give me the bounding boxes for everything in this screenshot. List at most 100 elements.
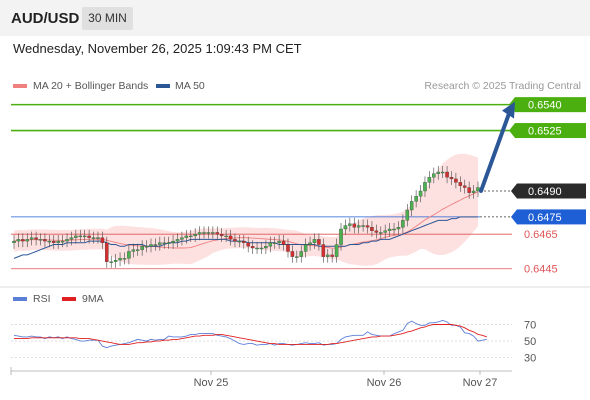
candle-body (401, 220, 405, 228)
level-label-2: 0.6490 (528, 186, 562, 198)
timeframe-button[interactable]: 30 MIN (82, 7, 133, 30)
candle-body (471, 190, 476, 193)
candle-body (118, 258, 122, 261)
rsi-level-label-30: 30 (524, 353, 536, 365)
candle-body (361, 225, 365, 227)
candle-body (370, 227, 374, 231)
candle-body (237, 240, 242, 243)
candle-body (12, 240, 16, 243)
candle-body (193, 234, 197, 237)
candle-body (268, 242, 273, 247)
level-label-1: 0.6525 (528, 126, 562, 138)
candle-body (162, 242, 166, 244)
ma20-legend-label: MA 20 + Bollinger Bands (33, 80, 149, 92)
candle-body (356, 225, 361, 228)
candle-body (352, 223, 357, 228)
candle-body (396, 227, 401, 230)
level-label-box-1 (515, 123, 586, 139)
candle-body (91, 237, 96, 239)
candle-body (25, 239, 30, 242)
x-tick-label-1: Nov 26 (367, 377, 402, 389)
candle-body (122, 258, 127, 260)
candle-body (339, 228, 343, 245)
candle-body (281, 240, 286, 245)
candle-body (202, 232, 206, 234)
candle-body (414, 196, 418, 202)
candle-body (272, 242, 277, 244)
candle-body (290, 251, 295, 257)
candle-body (312, 239, 317, 243)
candle-body (255, 247, 259, 250)
candle-body (184, 235, 189, 238)
symbol-label: AUD/USD (11, 10, 80, 27)
x-tick-label-2: Nov 27 (463, 377, 498, 389)
candle-body (149, 244, 153, 247)
candle-body (445, 171, 449, 178)
candle-body (387, 228, 392, 231)
forecast-arrow-shaft (479, 111, 511, 193)
candle-body (458, 182, 463, 186)
candle-body (87, 235, 91, 238)
candles-group (12, 165, 480, 268)
candle-body (131, 249, 136, 252)
candle-body (224, 235, 228, 238)
candle-body (219, 234, 224, 237)
rsi-level-label-50: 50 (524, 336, 536, 348)
candle-body (264, 246, 268, 249)
candle-body (374, 230, 379, 233)
candle-body (423, 182, 427, 192)
level-label-4: 0.6465 (524, 229, 558, 241)
candle-body (418, 190, 423, 197)
x-tick-label-0: Nov 25 (194, 377, 229, 389)
candle-body (462, 185, 467, 188)
candle-body (215, 232, 220, 235)
candle-body (246, 242, 250, 247)
candle-body (379, 232, 383, 234)
ma20-legend-swatch (13, 84, 27, 88)
candle-body (113, 259, 118, 262)
candle-body (189, 235, 193, 238)
credit-label: Research © 2025 Trading Central (424, 80, 581, 92)
candle-body (383, 230, 387, 233)
candle-body (105, 242, 109, 262)
candle-body (330, 254, 334, 257)
candle-body (242, 240, 246, 243)
candle-body (43, 239, 47, 242)
candle-body (321, 244, 326, 257)
candle-body (82, 235, 87, 238)
candle-body (259, 247, 264, 250)
candle-body (29, 237, 34, 240)
candle-body (100, 237, 105, 243)
rsi-legend-label: RSI (33, 293, 51, 305)
candle-body (21, 239, 25, 242)
candle-body (69, 237, 74, 240)
candle-body (65, 239, 69, 242)
candle-body (295, 256, 299, 258)
candle-body (449, 177, 454, 180)
candle-body (228, 235, 233, 240)
datetime-label: Wednesday, November 26, 2025 1:09:43 PM … (13, 41, 302, 56)
candle-body (78, 235, 83, 238)
candle-body (326, 254, 330, 257)
candle-body (334, 244, 339, 257)
candle-body (405, 209, 410, 221)
level-label-0: 0.6540 (528, 100, 562, 112)
candle-body (427, 177, 432, 183)
level-label-box-0 (515, 97, 586, 113)
candle-body (38, 239, 43, 241)
candle-body (206, 232, 211, 234)
bollinger-band (14, 153, 478, 266)
candle-body (140, 246, 144, 250)
rsi-ma-legend-swatch (62, 297, 76, 301)
ma50-legend-label: MA 50 (175, 80, 205, 92)
candle-body (436, 171, 440, 174)
candle-body (144, 246, 149, 248)
candle-body (74, 235, 78, 238)
ma20-line (13, 191, 479, 249)
candle-body (343, 225, 348, 230)
level-label-3: 0.6475 (528, 212, 562, 224)
header-bar: AUD/USD 30 MIN (0, 0, 590, 36)
candle-body (158, 242, 162, 245)
